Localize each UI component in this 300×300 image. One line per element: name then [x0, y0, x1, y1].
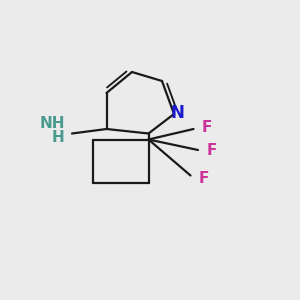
Text: N: N	[171, 103, 184, 122]
Text: H: H	[51, 130, 64, 145]
Text: F: F	[207, 143, 217, 158]
Text: F: F	[199, 171, 209, 186]
Text: NH: NH	[40, 116, 65, 131]
Text: F: F	[202, 120, 212, 135]
